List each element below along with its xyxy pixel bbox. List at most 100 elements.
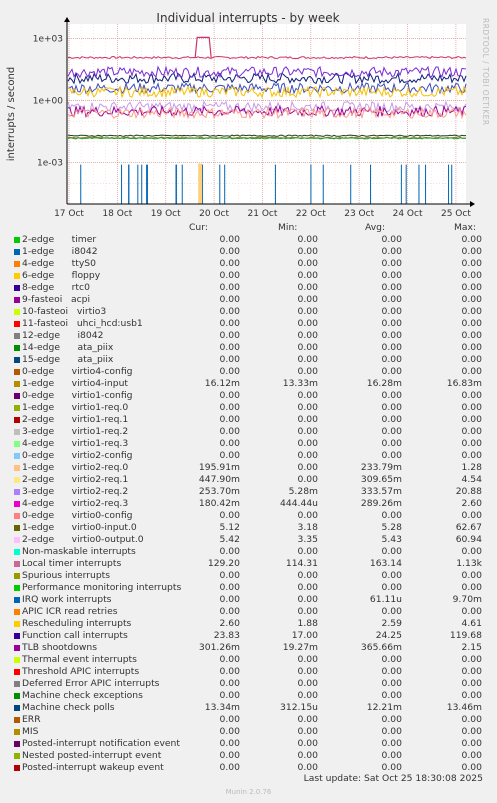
legend-row: 6-edge floppy 0.00 0.00 0.00 0.00: [0, 270, 497, 282]
legend-label: 4-edge ttyS0: [22, 258, 96, 269]
legend-max: 0.00: [461, 282, 482, 293]
legend-max: 0.00: [461, 738, 482, 749]
legend-min: 0.00: [297, 450, 318, 461]
legend-avg: 0.00: [381, 354, 402, 365]
rrdtool-credit: RRDTOOL / TOBI OETIKER: [481, 18, 490, 126]
legend-min: 444.44u: [280, 498, 318, 509]
legend-cur: 5.42: [219, 534, 240, 545]
legend-cur: 129.20: [207, 558, 240, 569]
legend-label: 0-edge virtio1-config: [22, 390, 133, 401]
legend-swatch: [14, 297, 20, 303]
legend-label: APIC ICR read retries: [22, 606, 118, 617]
legend-avg: 0.00: [381, 294, 402, 305]
legend-cur: 0.00: [219, 606, 240, 617]
legend-max: 62.67: [455, 522, 482, 533]
legend-avg: 0.00: [381, 726, 402, 737]
legend-min: 0.00: [297, 294, 318, 305]
legend-row: 1-edge i8042 0.00 0.00 0.00 0.00: [0, 246, 497, 258]
legend-row: TLB shootdowns 301.26m 19.27m 365.66m 2.15: [0, 642, 497, 654]
legend-row: Posted-interrupt wakeup event 0.00 0.00 0.0…: [0, 762, 497, 774]
legend-avg: 163.14: [369, 558, 402, 569]
legend-swatch: [14, 525, 20, 531]
legend-swatch: [14, 585, 20, 591]
legend-row: 0-edge virtio1-config 0.00 0.00 0.00 0.00: [0, 390, 497, 402]
legend-label: 14-edge ata_piix: [22, 342, 114, 353]
legend-max: 0.00: [461, 750, 482, 761]
legend-max: 0.00: [461, 570, 482, 581]
legend-max: 2.15: [461, 642, 482, 653]
legend-min: 0.00: [297, 666, 318, 677]
legend-row: Machine check exceptions 0.00 0.00 0.00 0.00: [0, 690, 497, 702]
legend-swatch: [14, 381, 20, 387]
legend-min: 0.00: [297, 462, 318, 473]
series-line: [67, 137, 467, 140]
legend-swatch: [14, 345, 20, 351]
legend-swatch: [14, 537, 20, 543]
legend-min: 0.00: [297, 246, 318, 257]
legend-min: 0.00: [297, 606, 318, 617]
legend-cur: 0.00: [219, 330, 240, 341]
legend-avg: 0.00: [381, 714, 402, 725]
legend-max: 0.00: [461, 234, 482, 245]
legend-cur: 0.00: [219, 690, 240, 701]
legend-cur: 0.00: [219, 582, 240, 593]
last-update: Last update: Sat Oct 25 18:30:08 2025: [303, 773, 483, 784]
legend-row: APIC ICR read retries 0.00 0.00 0.00 0.00: [0, 606, 497, 618]
legend-label: 2-edge virtio1-req.1: [22, 414, 129, 425]
legend-label: 4-edge virtio2-req.3: [22, 498, 129, 509]
legend-label: Local timer interrupts: [22, 558, 122, 569]
legend-row: 12-edge i8042 0.00 0.00 0.00 0.00: [0, 330, 497, 342]
legend-swatch: [14, 369, 20, 375]
header-avg: Avg:: [365, 222, 386, 233]
y-tick-label: 1e-03: [37, 159, 63, 169]
legend-label: IRQ work interrupts: [22, 594, 112, 605]
legend-label: 10-fasteoi virtio3: [22, 306, 107, 317]
legend-max: 4.61: [461, 618, 482, 629]
legend-max: 0.00: [461, 366, 482, 377]
legend-row: 2-edge virtio0-output.0 5.42 3.35 5.43 60.94: [0, 534, 497, 546]
legend-max: 119.68: [449, 630, 482, 641]
legend-max: 0.00: [461, 318, 482, 329]
legend-min: 0.00: [297, 762, 318, 773]
legend-cur: 0.00: [219, 234, 240, 245]
legend-cur: 253.70m: [198, 486, 240, 497]
legend-swatch: [14, 465, 20, 471]
legend-max: 0.00: [461, 678, 482, 689]
legend-row: Thermal event interrupts 0.00 0.00 0.00 0.00: [0, 654, 497, 666]
series-line: [67, 134, 467, 137]
legend-avg: 0.00: [381, 570, 402, 581]
legend-max: 0.00: [461, 258, 482, 269]
legend-label: Threshold APIC interrupts: [22, 666, 140, 677]
legend-min: 0.00: [297, 354, 318, 365]
legend-cur: 16.12m: [204, 378, 240, 389]
chart-title: Individual interrupts - by week: [156, 11, 339, 25]
legend-avg: 0.00: [381, 606, 402, 617]
x-tick-label: 25 Oct: [441, 209, 471, 219]
legend-min: 0.00: [297, 366, 318, 377]
legend-cur: 0.00: [219, 318, 240, 329]
legend-min: 0.00: [297, 714, 318, 725]
legend-max: 0.00: [461, 306, 482, 317]
x-tick-label: 17 Oct: [54, 209, 84, 219]
legend-min: 0.00: [297, 402, 318, 413]
legend-max: 0.00: [461, 510, 482, 521]
legend-label: 1-edge i8042: [22, 246, 98, 257]
legend-min: 0.00: [297, 234, 318, 245]
legend-label: Rescheduling interrupts: [22, 618, 132, 629]
legend-max: 0.00: [461, 270, 482, 281]
legend-min: 0.00: [297, 738, 318, 749]
legend-cur: 0.00: [219, 678, 240, 689]
legend-max: 0.00: [461, 666, 482, 677]
legend-swatch: [14, 477, 20, 483]
legend-avg: 0.00: [381, 666, 402, 677]
legend-min: 312.15u: [280, 702, 318, 713]
legend-row: Spurious interrupts 0.00 0.00 0.00 0.00: [0, 570, 497, 582]
legend-swatch: [14, 453, 20, 459]
chart-area: Individual interrupts - by week interrup…: [6, 11, 475, 219]
legend-label: 9-fasteoi acpi: [22, 294, 91, 305]
legend-min: 0.00: [297, 474, 318, 485]
legend-swatch: [14, 513, 20, 519]
legend-avg: 0.00: [381, 762, 402, 773]
y-tick-label: 1e+03: [33, 34, 63, 44]
legend-label: 8-edge rtc0: [22, 282, 90, 293]
